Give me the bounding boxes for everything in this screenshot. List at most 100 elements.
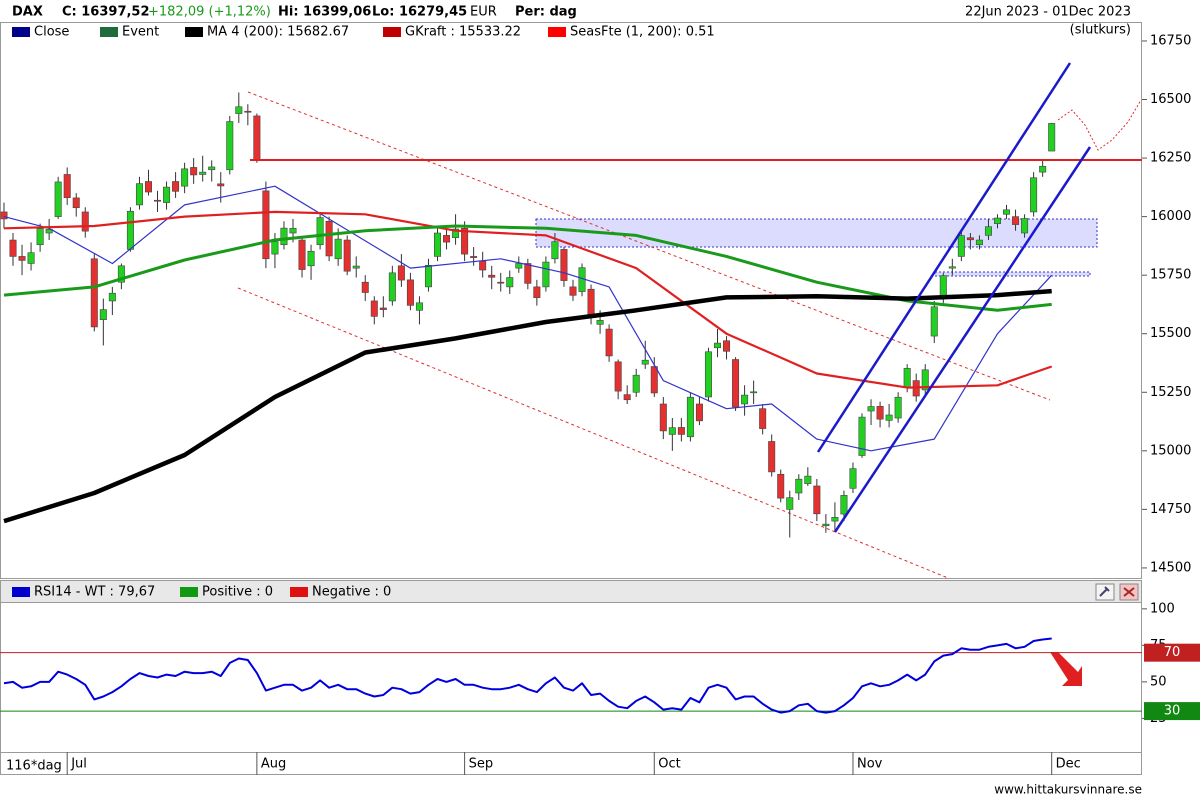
candle-body	[135, 183, 143, 206]
candle-body	[587, 288, 595, 318]
legend-swatch	[185, 27, 203, 37]
candle-body	[172, 181, 180, 192]
candle-body	[0, 211, 8, 220]
x-tick-label: Aug	[261, 757, 286, 772]
channel-line	[237, 287, 949, 579]
candle-body	[154, 199, 162, 202]
candle-body	[235, 106, 243, 114]
x-tick-label: Sep	[469, 757, 494, 772]
zone	[934, 271, 1091, 277]
candle-body	[397, 265, 405, 281]
candle-body	[488, 274, 496, 278]
candle-body	[434, 232, 442, 257]
trend-channel	[833, 146, 1092, 533]
candle-body	[1021, 218, 1029, 234]
close-icon	[1123, 587, 1135, 597]
candle-body	[885, 414, 893, 421]
candle-body	[741, 394, 749, 405]
candle-body	[849, 468, 857, 489]
candle-body	[325, 221, 333, 257]
candle-body	[226, 121, 234, 171]
candle-body	[704, 351, 712, 398]
candle-body	[379, 307, 387, 310]
candle-body	[36, 228, 44, 246]
candle-body	[759, 408, 767, 429]
candle-body	[686, 396, 694, 438]
candle-body	[163, 186, 171, 203]
arrow	[1050, 652, 1082, 686]
candle-body	[533, 286, 541, 298]
candle-body	[99, 309, 107, 320]
candle-body	[939, 275, 947, 297]
candle-body	[388, 272, 396, 302]
candle-body	[632, 374, 640, 393]
legend-label: Close	[34, 25, 69, 40]
y-tick-label: 15500	[1150, 326, 1191, 341]
x-tick-label: Nov	[857, 757, 883, 772]
candle-body	[506, 277, 514, 288]
date-axis	[0, 752, 1142, 775]
candle-body	[144, 181, 152, 193]
candle-body	[569, 286, 577, 296]
candle-body	[1048, 123, 1056, 152]
candle-body	[831, 517, 839, 522]
period: Per: dag	[515, 5, 577, 20]
candle-body	[406, 279, 414, 306]
candle-body	[768, 441, 776, 473]
candle-body	[72, 197, 80, 209]
candle-body	[750, 391, 758, 394]
level-box	[1144, 643, 1200, 662]
candle-body	[605, 328, 613, 357]
candle-body	[713, 342, 721, 349]
zone	[535, 218, 1098, 248]
candle-body	[352, 265, 360, 269]
tool-icon	[1099, 586, 1110, 597]
legend-swatch	[290, 587, 308, 597]
candle-body	[415, 302, 423, 311]
candle-body	[298, 239, 306, 270]
candle-body	[81, 211, 89, 232]
candle-body	[551, 241, 559, 260]
candle-body	[424, 265, 432, 288]
candle-body	[280, 227, 288, 246]
candle-body	[1030, 177, 1038, 213]
candle-body	[894, 396, 902, 419]
y-tick-label: 50	[1150, 674, 1167, 689]
forecast-line	[1057, 99, 1142, 151]
candle-body	[9, 239, 17, 257]
candle-body	[370, 300, 378, 317]
candle-body	[208, 166, 216, 171]
candle-body	[677, 427, 685, 435]
candle-body	[921, 369, 929, 391]
legend-label: Negative : 0	[312, 585, 391, 600]
level-box	[1144, 702, 1200, 721]
candle-body	[334, 238, 342, 260]
candle-body	[524, 263, 532, 284]
candle-body	[18, 256, 26, 261]
legend-label: Positive : 0	[202, 585, 273, 600]
high-value: Hi: 16399,06	[278, 5, 371, 20]
candle-body	[479, 260, 487, 271]
candle-body	[876, 406, 884, 420]
candle-body	[253, 115, 261, 161]
legend-swatch	[12, 27, 30, 37]
legend-swatch	[383, 27, 401, 37]
candle-body	[650, 366, 658, 394]
ticker: DAX	[12, 5, 43, 20]
legend-swatch	[180, 587, 198, 597]
candle-body	[461, 228, 469, 255]
indicator-line	[3, 224, 1052, 312]
channel-line	[247, 91, 1051, 401]
candle-body	[1003, 209, 1011, 215]
candle-body	[668, 427, 676, 435]
candle-body	[289, 228, 297, 234]
candle-body	[957, 235, 965, 257]
y-tick-label: 16250	[1150, 151, 1191, 166]
candle-body	[623, 394, 631, 401]
indicator-line	[3, 210, 1053, 389]
candle-body	[614, 361, 622, 392]
candle-body	[199, 171, 207, 175]
candle-body	[804, 475, 812, 484]
y-tick-label: 14500	[1150, 560, 1191, 575]
candle-body	[695, 403, 703, 422]
